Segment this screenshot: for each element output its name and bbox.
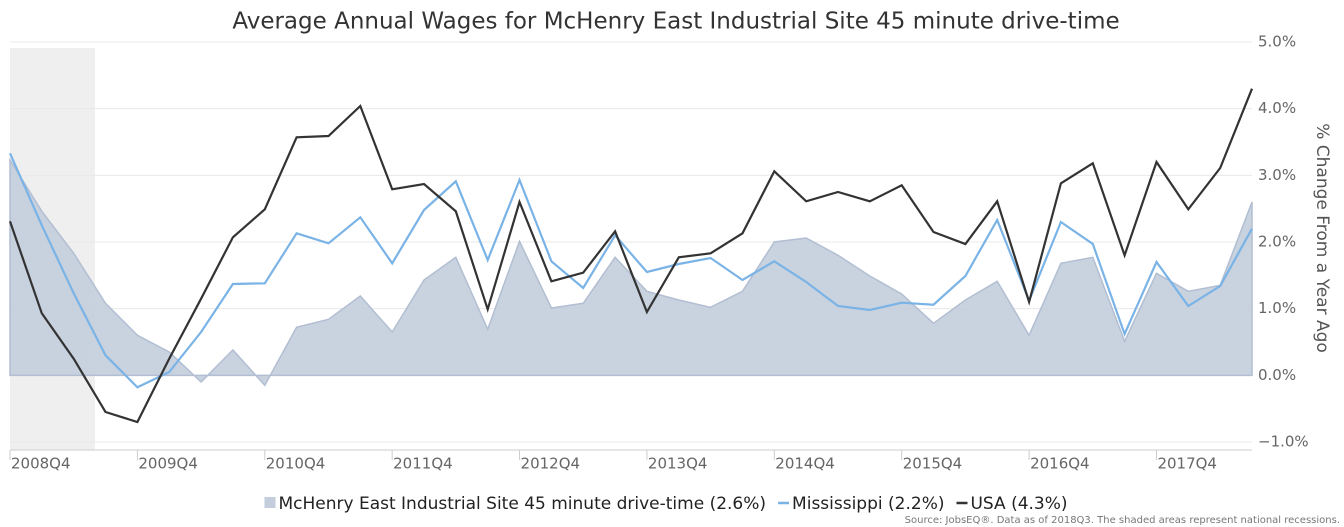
chart-title: Average Annual Wages for McHenry East In…: [232, 9, 1119, 35]
legend-label: McHenry East Industrial Site 45 minute d…: [278, 494, 766, 514]
x-tick-label: 2010Q4: [266, 455, 326, 473]
y-tick-label: 4.0%: [1258, 99, 1296, 117]
x-tick-label: 2012Q4: [521, 455, 581, 473]
y-tick-label: −1.0%: [1258, 433, 1309, 451]
x-tick-label: 2017Q4: [1157, 455, 1217, 473]
legend-label: USA (4.3%): [970, 494, 1067, 514]
x-tick-label: 2013Q4: [648, 455, 708, 473]
legend-item: Mississippi (2.2%): [778, 494, 944, 514]
x-tick-label: 2014Q4: [775, 455, 835, 473]
x-tick-label: 2008Q4: [11, 455, 71, 473]
x-tick-label: 2016Q4: [1030, 455, 1090, 473]
legend-item: McHenry East Industrial Site 45 minute d…: [264, 494, 766, 514]
x-tick-label: 2011Q4: [393, 455, 453, 473]
x-tick-label: 2009Q4: [138, 455, 198, 473]
y-axis-title: % Change From a Year Ago: [1312, 123, 1332, 353]
area-series: [9, 157, 1253, 387]
x-tick-label: 2015Q4: [903, 455, 963, 473]
line-series: [8, 152, 1253, 389]
y-tick-label: 0.0%: [1258, 366, 1296, 384]
y-tick-label: 1.0%: [1258, 299, 1296, 317]
line-series: [8, 88, 1254, 424]
source-note: Source: JobsEQ®. Data as of 2018Q3. The …: [905, 515, 1340, 526]
legend-item: USA (4.3%): [956, 494, 1068, 514]
y-tick-label: 2.0%: [1258, 233, 1296, 251]
legend-swatch: [264, 497, 276, 508]
y-tick-label: 3.0%: [1258, 166, 1296, 184]
legend-label: Mississippi (2.2%): [792, 494, 944, 514]
legend: McHenry East Industrial Site 45 minute d…: [264, 494, 1068, 514]
y-tick-label: 5.0%: [1258, 33, 1296, 51]
